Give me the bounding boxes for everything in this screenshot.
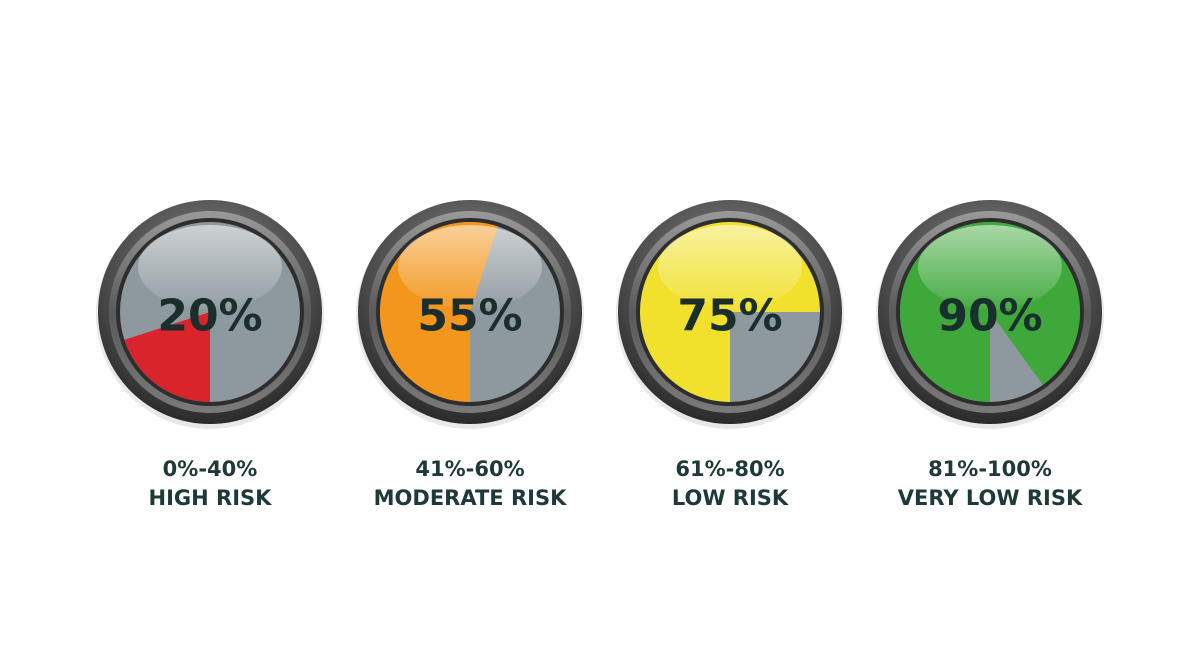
dial-fill [124,312,210,402]
risk-label: LOW RISK [672,486,789,510]
value-label: 75% [677,291,782,342]
range-label: 0%-40% [163,457,258,481]
gauge: 75% 61%-80% LOW RISK [616,200,844,510]
gauge: 90% 81%-100% VERY LOW RISK [876,200,1104,510]
gauge-row: 20% 0%-40% HIGH RISK 55% 41%-60% MODERATE RIS… [96,200,1104,510]
range-label: 41%-60% [415,457,524,481]
value-label: 20% [157,291,262,342]
risk-label: HIGH RISK [149,486,273,510]
range-label: 81%-100% [928,457,1052,481]
gauge: 20% 0%-40% HIGH RISK [96,200,324,510]
risk-label: MODERATE RISK [374,486,567,510]
gloss [138,225,282,309]
gloss [918,225,1062,309]
value-label: 90% [937,291,1042,342]
range-label: 61%-80% [675,457,784,481]
gloss [658,225,802,309]
risk-label: VERY LOW RISK [898,486,1083,510]
gauge: 55% 41%-60% MODERATE RISK [356,200,584,510]
gloss [398,225,542,309]
value-label: 55% [417,291,522,342]
